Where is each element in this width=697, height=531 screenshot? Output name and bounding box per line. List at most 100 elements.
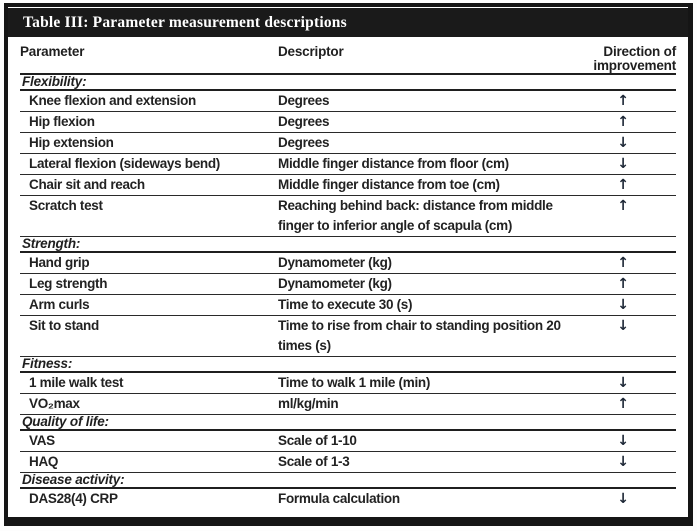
table-content: Parameter Descriptor Direction of improve… (8, 37, 688, 509)
table-row: Sit to stand Time to rise from chair to s… (20, 316, 676, 357)
descriptor-line: Degrees (278, 93, 330, 108)
parameter-cell: Scratch test (29, 198, 103, 213)
descriptor-line: Time to walk 1 mile (min) (278, 375, 431, 390)
section-header-row: Disease activity: (20, 473, 676, 489)
descriptor-line: Degrees (278, 114, 330, 129)
descriptor-cell: Dynamometer (kg) (278, 253, 570, 273)
down-arrow-icon: ↓ (617, 433, 629, 449)
descriptor-cell: Degrees (278, 133, 570, 153)
table-row: Knee flexion and extension Degrees ↑ (20, 91, 676, 112)
descriptor-cell: Time to execute 30 (s) (278, 295, 570, 315)
parameter-cell: Hip flexion (29, 114, 95, 129)
direction-cell: ↑ (570, 253, 676, 273)
descriptor-cell: ml/kg/min (278, 394, 570, 414)
up-arrow-icon: ↑ (617, 396, 629, 412)
table-row: Chair sit and reach Middle finger distanc… (20, 175, 676, 196)
table-title: Table III: Parameter measurement descrip… (23, 14, 347, 31)
table-row: Leg strength Dynamometer (kg) ↑ (20, 274, 676, 295)
direction-cell: ↓ (570, 452, 676, 472)
table-row: Hip extension Degrees ↓ (20, 133, 676, 154)
column-header-row: Parameter Descriptor Direction of improve… (20, 37, 676, 75)
descriptor-cell: Formula calculation (278, 489, 570, 509)
descriptor-cell: Time to walk 1 mile (min) (278, 373, 570, 393)
descriptor-line: Middle finger distance from toe (cm) (278, 177, 500, 192)
section-header-row: Fitness: (20, 357, 676, 373)
up-arrow-icon: ↑ (617, 93, 629, 109)
descriptor-cell: Scale of 1-10 (278, 431, 570, 451)
parameter-cell: Sit to stand (29, 318, 99, 333)
column-header-parameter: Parameter (20, 44, 85, 59)
parameter-cell: Hand grip (29, 255, 90, 270)
parameter-cell: Knee flexion and extension (29, 93, 196, 108)
down-arrow-icon: ↓ (617, 156, 629, 172)
up-arrow-icon: ↑ (617, 114, 629, 130)
direction-cell: ↓ (570, 154, 676, 174)
descriptor-line: Scale of 1-3 (278, 454, 350, 469)
descriptor-line: Dynamometer (kg) (278, 255, 392, 270)
descriptor-line: Time to rise from chair to standing posi… (278, 318, 561, 353)
down-arrow-icon: ↓ (617, 297, 629, 313)
direction-cell: ↑ (570, 196, 676, 236)
table-row: VAS Scale of 1-10 ↓ (20, 431, 676, 452)
table-row: Hip flexion Degrees ↑ (20, 112, 676, 133)
descriptor-cell: Reaching behind back: distance from midd… (278, 196, 570, 236)
descriptor-line: Reaching behind back: distance from midd… (278, 198, 553, 213)
descriptor-cell: Middle finger distance from toe (cm) (278, 175, 570, 195)
descriptor-cell: Middle finger distance from floor (cm) (278, 154, 570, 174)
descriptor-line: Time to execute 30 (s) (278, 297, 413, 312)
section-header-row: Strength: (20, 237, 676, 253)
parameter-cell: Arm curls (29, 297, 90, 312)
descriptor-line: Dynamometer (kg) (278, 276, 392, 291)
table-title-bar: Table III: Parameter measurement descrip… (8, 8, 688, 37)
table-body: Flexibility: Knee flexion and extension De… (20, 75, 676, 509)
parameter-cell: Leg strength (29, 276, 108, 291)
direction-cell: ↓ (570, 295, 676, 315)
descriptor-line: finger to inferior angle of scapula (cm) (278, 218, 513, 233)
parameter-cell: Hip extension (29, 135, 114, 150)
direction-cell: ↓ (570, 133, 676, 153)
down-arrow-icon: ↓ (617, 491, 629, 507)
column-header-direction: Direction of improvement (564, 45, 676, 73)
table-row: Scratch test Reaching behind back: distan… (20, 196, 676, 237)
section-header-row: Flexibility: (20, 75, 676, 91)
column-header-descriptor: Descriptor (278, 44, 344, 59)
section-header-row: Quality of life: (20, 415, 676, 431)
table-row: VO₂max ml/kg/min ↑ (20, 394, 676, 415)
direction-cell: ↓ (570, 489, 676, 509)
parameter-cell: VAS (29, 433, 55, 448)
descriptor-line: Degrees (278, 135, 330, 150)
direction-cell: ↑ (570, 91, 676, 111)
descriptor-line: Middle finger distance from floor (cm) (278, 156, 509, 171)
descriptor-line: ml/kg/min (278, 396, 339, 411)
down-arrow-icon: ↓ (617, 135, 629, 151)
parameter-cell: DAS28(4) CRP (29, 491, 118, 506)
up-arrow-icon: ↑ (617, 255, 629, 271)
parameter-cell: VO₂max (29, 396, 80, 411)
parameter-cell: HAQ (29, 454, 59, 469)
direction-cell: ↓ (570, 316, 676, 356)
down-arrow-icon: ↓ (617, 454, 629, 470)
up-arrow-icon: ↑ (617, 276, 629, 292)
table-row: DAS28(4) CRP Formula calculation ↓ (20, 489, 676, 509)
table-frame: Table III: Parameter measurement descrip… (4, 3, 693, 526)
table-row: 1 mile walk test Time to walk 1 mile (min… (20, 373, 676, 394)
descriptor-cell: Degrees (278, 91, 570, 111)
direction-cell: ↑ (570, 394, 676, 414)
direction-cell: ↑ (570, 175, 676, 195)
descriptor-cell: Dynamometer (kg) (278, 274, 570, 294)
descriptor-cell: Degrees (278, 112, 570, 132)
down-arrow-icon: ↓ (617, 375, 629, 391)
table-row: Hand grip Dynamometer (kg) ↑ (20, 253, 676, 274)
descriptor-line: Formula calculation (278, 491, 400, 506)
direction-cell: ↓ (570, 373, 676, 393)
direction-cell: ↑ (570, 274, 676, 294)
direction-cell: ↓ (570, 431, 676, 451)
parameter-cell: Chair sit and reach (29, 177, 145, 192)
parameter-cell: Lateral flexion (sideways bend) (29, 156, 221, 171)
up-arrow-icon: ↑ (617, 198, 629, 214)
descriptor-line: Scale of 1-10 (278, 433, 357, 448)
direction-cell: ↑ (570, 112, 676, 132)
table-row: HAQ Scale of 1-3 ↓ (20, 452, 676, 473)
parameter-cell: 1 mile walk test (29, 375, 124, 390)
